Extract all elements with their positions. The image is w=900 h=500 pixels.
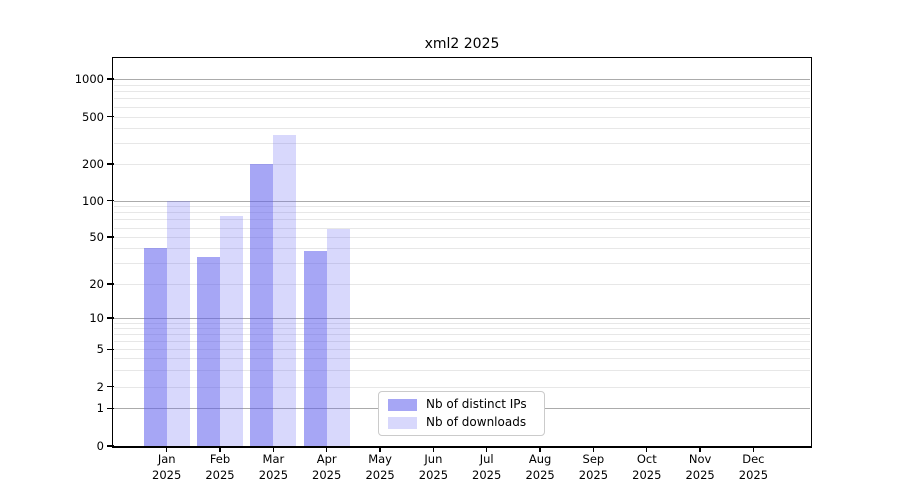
y-tick-mark: [107, 200, 114, 202]
x-tick-label: Jan 2025: [152, 452, 182, 482]
x-tick-mark: [166, 446, 168, 452]
bar-ips-mar: [250, 164, 274, 446]
y-gridline-minor: [114, 84, 810, 86]
x-tick-mark: [486, 446, 488, 452]
bar-downloads-mar: [273, 135, 297, 446]
legend-item-downloads: Nb of downloads: [388, 416, 535, 429]
plot-area: [112, 57, 812, 448]
legend-label-ips: Nb of distinct IPs: [426, 397, 527, 411]
y-gridline-minor: [114, 237, 810, 238]
x-tick-mark: [539, 446, 541, 452]
x-tick-mark: [699, 446, 701, 452]
x-tick-mark: [219, 446, 221, 452]
y-tick-label: 1: [96, 401, 104, 416]
chart-title: xml2 2025: [424, 36, 500, 52]
y-gridline-minor: [114, 370, 810, 372]
y-tick-label: 5: [96, 342, 104, 357]
x-tick-label: May 2025: [365, 452, 395, 482]
y-tick-label: 500: [82, 109, 104, 124]
y-gridline-major: [114, 318, 810, 319]
y-gridline-minor: [114, 341, 810, 343]
y-gridline-minor: [114, 143, 810, 145]
legend-swatch-downloads: [388, 416, 417, 429]
y-gridline-minor: [114, 386, 810, 388]
y-tick-mark: [107, 163, 114, 165]
y-gridline-minor: [114, 322, 810, 324]
legend-box: Nb of distinct IPs Nb of downloads: [378, 391, 545, 436]
y-gridline-minor: [114, 263, 810, 265]
bar-downloads-jan: [166, 200, 190, 446]
y-tick-label: 20: [89, 277, 104, 291]
y-tick-label: 200: [82, 157, 104, 171]
y-tick-label: 1000: [74, 72, 104, 86]
x-tick-mark: [592, 446, 595, 452]
x-tick-mark: [752, 446, 755, 452]
y-tick-mark: [107, 348, 114, 350]
y-gridline-minor: [114, 227, 810, 229]
y-gridline-minor: [114, 128, 810, 130]
y-gridline-major: [114, 79, 810, 80]
bar-downloads-apr: [326, 229, 350, 446]
y-tick-label: 0: [96, 439, 104, 453]
x-tick-mark: [272, 446, 275, 452]
y-tick-mark: [107, 283, 114, 285]
y-gridline-minor: [114, 334, 810, 336]
y-gridline-minor: [114, 212, 810, 214]
y-gridline-major: [114, 200, 810, 202]
y-tick-label: 2: [96, 379, 104, 394]
x-tick-mark: [432, 446, 435, 452]
x-tick-label: Nov 2025: [685, 452, 715, 482]
y-gridline-minor: [114, 98, 810, 100]
x-tick-label: Apr 2025: [312, 452, 342, 482]
bar-ips-feb: [197, 256, 220, 446]
x-tick-label: Aug 2025: [525, 452, 555, 482]
y-gridline-minor: [114, 206, 810, 208]
bar-ips-apr: [303, 251, 327, 446]
x-tick-label: Sep 2025: [578, 452, 609, 482]
y-gridline-minor: [114, 284, 810, 285]
y-tick-label: 100: [82, 193, 104, 208]
y-tick-mark: [107, 445, 114, 447]
y-tick-mark: [107, 386, 114, 388]
y-gridline-minor: [114, 349, 810, 351]
y-tick-mark: [107, 236, 114, 238]
y-tick-mark: [107, 317, 114, 319]
bar-downloads-feb: [220, 215, 243, 446]
legend-item-ips: Nb of distinct IPs: [388, 398, 535, 411]
x-tick-label: Jun 2025: [418, 452, 449, 482]
y-gridline-minor: [114, 248, 810, 250]
y-gridline-minor: [114, 219, 810, 221]
y-tick-label: 10: [89, 311, 104, 325]
x-tick-mark: [646, 446, 648, 452]
x-tick-mark: [326, 446, 328, 452]
y-gridline-minor: [114, 328, 810, 330]
x-tick-mark: [379, 446, 381, 452]
y-tick-mark: [107, 78, 114, 80]
y-gridline-minor: [114, 358, 810, 360]
x-tick-label: Feb 2025: [205, 452, 235, 482]
x-tick-label: Jul 2025: [472, 452, 502, 482]
y-gridline-minor: [114, 91, 810, 93]
x-tick-label: Oct 2025: [632, 452, 662, 482]
y-gridline-minor: [114, 116, 810, 118]
x-tick-label: Dec 2025: [738, 452, 769, 482]
y-tick-mark: [107, 116, 114, 118]
bar-ips-jan: [143, 248, 167, 446]
legend-swatch-ips: [388, 398, 417, 411]
legend-label-downloads: Nb of downloads: [426, 415, 527, 429]
y-tick-mark: [107, 407, 114, 409]
y-tick-label: 50: [89, 230, 104, 244]
x-tick-label: Mar 2025: [258, 452, 289, 482]
y-gridline-minor: [114, 164, 810, 165]
y-gridline-minor: [114, 106, 810, 108]
